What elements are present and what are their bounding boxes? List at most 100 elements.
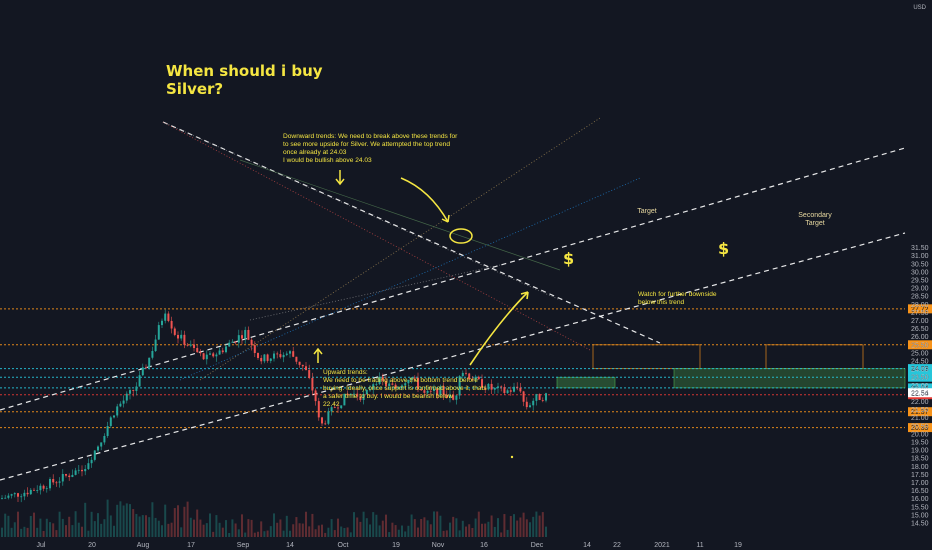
y-tick-label: 22.00 <box>911 399 929 406</box>
zones <box>556 344 906 389</box>
volume-bar <box>253 532 256 537</box>
candle-body <box>141 367 144 376</box>
candle-body <box>42 485 45 489</box>
volume-bar <box>381 520 384 537</box>
volume-bar <box>468 524 471 537</box>
candle-body <box>538 394 541 400</box>
volume-bar <box>375 514 378 537</box>
candle-body <box>186 344 189 346</box>
candle-body <box>68 475 71 478</box>
volume-bar <box>388 532 391 537</box>
volume-bar <box>442 530 445 537</box>
volume-bar <box>180 527 183 537</box>
volume-bar <box>337 518 339 537</box>
volume-bar <box>49 522 51 537</box>
volume-bar <box>26 527 29 537</box>
candle-body <box>113 415 115 418</box>
volume-bar <box>39 518 42 537</box>
volume-bar <box>183 506 186 537</box>
candle-body <box>52 478 55 483</box>
volume-bar <box>141 515 144 537</box>
candle-body <box>423 390 426 393</box>
candle-body <box>93 450 96 460</box>
volume-bar <box>71 525 74 537</box>
y-tick-label: 28.50 <box>911 294 929 301</box>
volume-bar <box>333 530 336 537</box>
candle-body <box>116 406 119 416</box>
x-tick-label: 2021 <box>654 542 670 549</box>
volume-bar <box>164 504 167 537</box>
candle-body <box>7 495 10 498</box>
candle-body <box>353 393 355 395</box>
candle-body <box>404 383 407 386</box>
volume-bar <box>305 511 307 537</box>
candle-body <box>509 390 512 392</box>
candle-body <box>445 394 448 398</box>
y-tick-label: 29.50 <box>911 278 929 285</box>
y-tick-label: 16.50 <box>911 488 929 495</box>
volume-bar <box>109 515 112 537</box>
volume-bar <box>97 513 99 537</box>
x-tick-label: 14 <box>583 542 591 549</box>
y-tick-label: 15.00 <box>911 512 929 519</box>
x-tick-label: 16 <box>480 542 488 549</box>
volume-bar <box>506 529 509 537</box>
annotation-arrow <box>400 177 449 223</box>
candle-body <box>138 375 141 387</box>
volume-bar <box>340 526 343 537</box>
trend-lines <box>0 117 906 481</box>
x-tick-label: 20 <box>88 542 96 549</box>
candle-body <box>241 335 243 339</box>
candle-body <box>135 386 138 391</box>
candle-body <box>55 482 58 484</box>
candle-body <box>173 328 176 335</box>
volume-bar <box>321 524 323 537</box>
volume-bar <box>362 511 365 537</box>
candle-body <box>529 405 531 408</box>
x-tick-label: Sep <box>237 542 250 549</box>
volume-bar <box>221 527 224 537</box>
volume-bar <box>167 523 170 537</box>
candle-body <box>164 313 167 321</box>
volume-bar <box>17 511 19 537</box>
candle-body <box>433 388 435 391</box>
candle-body <box>356 393 359 397</box>
candle-body <box>148 357 151 368</box>
volume-bar <box>106 499 109 537</box>
candle-body <box>420 389 423 391</box>
volume-bar <box>135 513 138 537</box>
volume-bar <box>481 523 483 537</box>
candle-body <box>202 353 205 360</box>
candle-body <box>193 344 195 349</box>
candle-body <box>58 481 61 483</box>
volume-bar <box>33 512 35 537</box>
candle-body <box>77 469 80 471</box>
volume-bar <box>13 522 16 537</box>
volume-bar <box>237 529 240 537</box>
x-tick-label: 17 <box>187 542 195 549</box>
level-badge-label: 21.37 <box>911 409 929 416</box>
volume-bar <box>298 523 301 537</box>
volume-bar <box>359 521 362 537</box>
y-tick-label: 15.50 <box>911 504 929 511</box>
volume-bar <box>161 525 163 537</box>
candle-body <box>273 353 275 359</box>
y-tick-label: 18.00 <box>911 464 929 471</box>
volume-bar <box>228 532 231 537</box>
level-badge <box>908 423 932 433</box>
candle-body <box>269 358 272 361</box>
candle-body <box>100 442 103 447</box>
candle-body <box>292 351 295 357</box>
y-tick-label: 20.00 <box>911 431 929 438</box>
candle-body <box>321 417 323 424</box>
candle-body <box>365 389 368 395</box>
candle-body <box>519 387 522 392</box>
candle-body <box>167 313 170 321</box>
candle-body <box>337 407 339 409</box>
time-axis: Jul 20 Aug 17 Sep 14 Oct 19 Nov 16 Dec 14 22 2021 11 19 <box>37 542 742 549</box>
candle-body <box>221 350 224 353</box>
volume-bar <box>93 521 96 537</box>
volume-bar <box>36 527 39 537</box>
y-tick-label: 30.50 <box>911 261 929 268</box>
volume-bar <box>257 531 259 537</box>
